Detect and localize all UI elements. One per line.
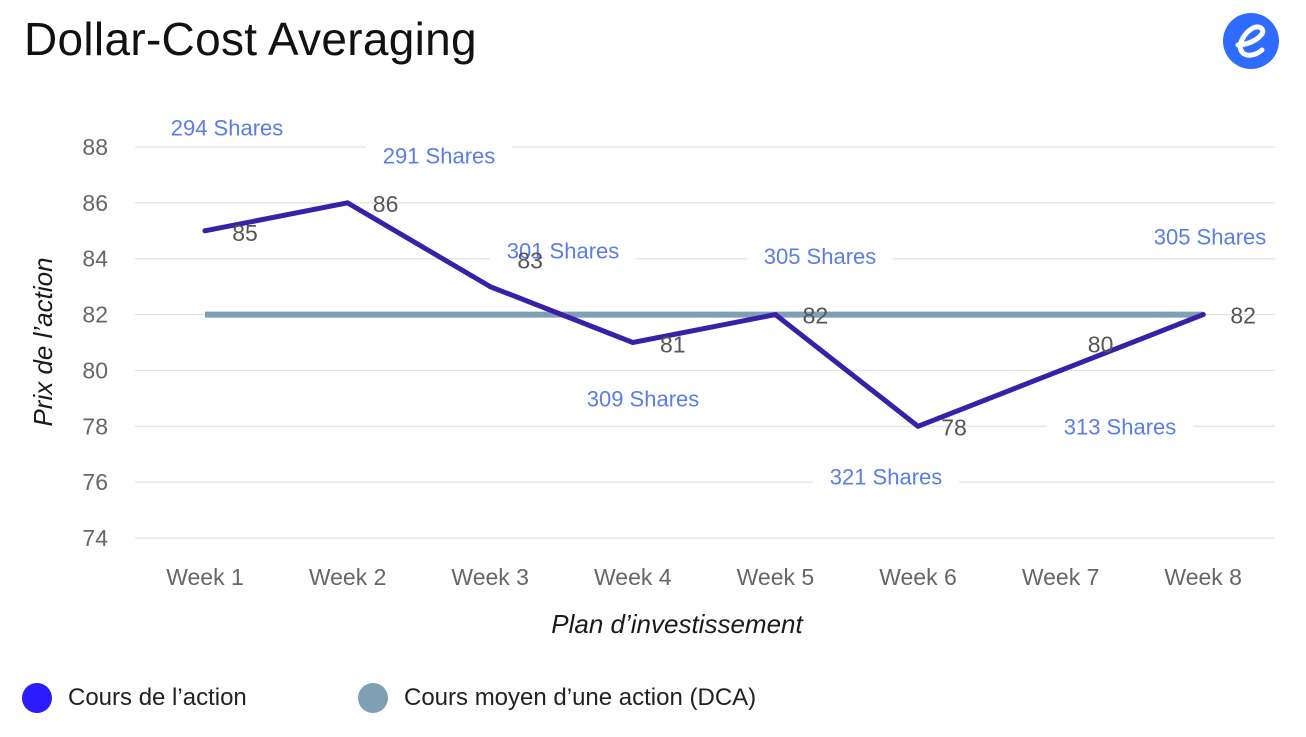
shares-annotation: 313 Shares [1064,414,1177,439]
y-tick-label: 88 [82,134,108,160]
legend-label: Cours moyen d’une action (DCA) [404,684,757,711]
shares-annotation-bg [570,384,716,413]
shares-annotation: 309 Shares [587,386,700,411]
y-tick-label: 78 [82,413,108,439]
data-point [915,423,921,429]
legend-swatch-dca [358,683,388,713]
data-point [202,228,208,234]
y-tick-label: 80 [82,357,108,383]
x-tick-label: Week 5 [737,564,815,590]
x-tick-label: Week 4 [594,564,672,590]
x-tick-label: Week 6 [879,564,957,590]
y-tick-label: 86 [82,190,108,216]
data-point [487,284,493,290]
data-label: 83 [517,248,543,274]
shares-annotation: 294 Shares [171,115,284,140]
shares-annotation-bg [1137,222,1283,251]
e-brand-logo-icon [1223,13,1279,69]
data-label: 80 [1088,331,1114,357]
data-label: 85 [232,220,258,246]
x-tick-label: Week 8 [1164,564,1242,590]
chart-title: Dollar-Cost Averaging [24,13,477,65]
y-tick-label: 84 [82,246,108,272]
shares-annotation-bg [747,241,893,270]
x-axis-title: Plan d’investissement [551,609,804,639]
x-tick-labels: Week 1 Week 2 Week 3 Week 4 Week 5 Week 6 Week… [166,564,1242,590]
shares-annotation: 305 Shares [1154,224,1267,249]
data-label: 82 [803,303,829,329]
shares-annotations: 294 Shares 291 Shares 301 Shares 309 Shares… [154,113,1283,491]
data-point [772,312,778,318]
data-point [630,340,636,345]
shares-annotation-bg [154,113,300,142]
series-line-stock-price [202,200,1206,429]
legend-item-dca: Cours moyen d’une action (DCA) [358,680,756,716]
y-tick-label: 82 [82,302,108,328]
data-label: 82 [1230,303,1256,329]
data-labels: 85 86 83 81 82 78 80 82 [232,191,1256,440]
data-label: 86 [373,191,399,217]
data-point [345,200,351,206]
legend-item-stock-price: Cours de l’action [22,680,247,716]
data-point [1058,367,1064,373]
y-tick-label: 76 [82,469,108,495]
y-tick-label: 74 [82,525,108,551]
shares-annotation: 291 Shares [383,143,496,168]
legend-label: Cours de l’action [68,684,247,711]
data-point [1200,312,1206,318]
x-tick-label: Week 7 [1022,564,1100,590]
shares-annotation: 305 Shares [764,244,877,269]
shares-annotation: 301 Shares [507,238,620,263]
x-tick-label: Week 1 [166,564,244,590]
data-label: 78 [941,414,967,440]
x-tick-label: Week 3 [451,564,529,590]
legend-swatch-stock-price [22,683,52,713]
shares-annotation-bg [490,236,636,265]
shares-annotation: 321 Shares [830,465,943,490]
data-label: 81 [660,332,686,358]
shares-annotation-bg [366,141,512,170]
shares-annotation-bg [813,462,959,491]
series-lines [202,200,1206,429]
shares-annotation-bg [1047,412,1193,441]
y-tick-labels: 74 76 78 80 82 84 86 88 [82,134,108,551]
y-axis-title: Prix de l’action [28,257,58,426]
x-tick-label: Week 2 [309,564,387,590]
